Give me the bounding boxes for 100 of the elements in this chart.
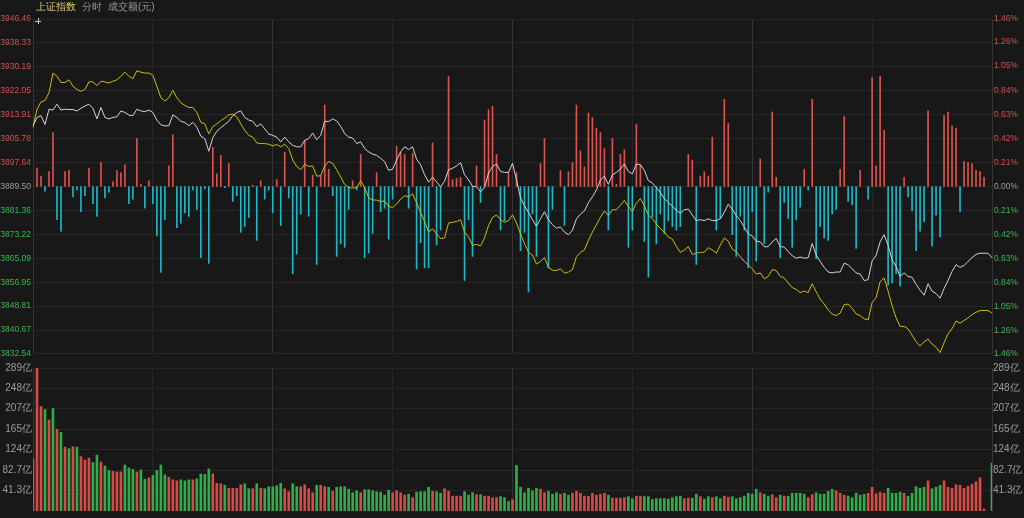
bar — [790, 492, 794, 511]
y2-tick-label: 1.46% — [994, 348, 1019, 359]
bar — [491, 497, 494, 511]
bar — [547, 490, 550, 511]
bar — [671, 497, 674, 511]
bar — [567, 494, 570, 511]
y-tick-label: 3913.91 — [0, 109, 32, 120]
bar — [307, 488, 311, 511]
bar — [255, 483, 259, 511]
bar — [587, 495, 590, 511]
bar — [363, 489, 366, 511]
bar — [227, 487, 231, 511]
bar — [335, 486, 339, 511]
bar — [199, 473, 203, 511]
bar — [443, 488, 446, 511]
bar — [343, 486, 347, 511]
y-tick-label: 289亿 — [5, 361, 32, 373]
y-tick-label: 3930.19 — [0, 61, 32, 72]
y2-tick-label: 0.00% — [994, 180, 1019, 191]
bar — [575, 490, 578, 511]
bar — [826, 490, 830, 511]
bar — [323, 486, 327, 511]
bar — [211, 473, 215, 511]
y-tick-label: 165亿 — [5, 423, 32, 435]
bar — [627, 496, 630, 511]
bar — [439, 492, 442, 511]
y2-tick-label: 0.21% — [994, 156, 1019, 167]
bar — [675, 496, 678, 511]
bar — [591, 492, 594, 511]
bar — [667, 498, 670, 511]
y2-tick-label: 0.84% — [994, 277, 1019, 288]
bar — [690, 497, 694, 511]
bar — [583, 495, 586, 511]
bar — [503, 497, 506, 511]
bar — [287, 491, 291, 511]
bar — [267, 486, 271, 511]
bar — [483, 495, 486, 511]
bar — [423, 491, 426, 511]
y2-tick-label: 0.42% — [994, 132, 1019, 143]
y-tick-label: 82.7亿 — [2, 463, 32, 475]
bar — [499, 496, 502, 511]
y-tick-label: 248亿 — [5, 382, 32, 394]
bar — [726, 496, 730, 511]
bar — [539, 488, 542, 511]
bar — [535, 487, 538, 511]
bar — [239, 484, 243, 511]
y2-tick-label: 1.05% — [994, 60, 1019, 71]
y2-tick-label: 0.63% — [994, 253, 1019, 264]
bar — [694, 493, 698, 511]
y-tick-label: 3946.46 — [0, 13, 32, 24]
bar — [615, 497, 618, 511]
bar — [391, 492, 394, 511]
bar — [475, 494, 478, 511]
bar — [563, 492, 566, 511]
bar — [279, 482, 283, 511]
bar — [603, 492, 606, 511]
text: 成交额(元) — [108, 1, 155, 13]
bar — [599, 493, 602, 511]
bar — [734, 498, 738, 511]
bar — [251, 488, 255, 511]
bar — [810, 494, 814, 511]
bar — [347, 488, 350, 511]
bar — [379, 491, 382, 511]
bar — [431, 490, 434, 511]
bar — [351, 492, 354, 511]
bar — [607, 494, 610, 511]
bar — [730, 496, 734, 511]
bar — [782, 495, 786, 511]
bar — [235, 487, 239, 511]
bar — [655, 498, 658, 511]
y-tick-label: 41.3亿 — [2, 484, 32, 496]
bar — [822, 493, 826, 511]
bar — [479, 494, 482, 511]
chart-subtitle: 分时 — [82, 1, 102, 13]
bar — [679, 495, 682, 511]
bar — [742, 495, 746, 511]
y2-tick-label: 207亿 — [993, 402, 1020, 414]
bar — [195, 478, 199, 511]
bar — [447, 490, 450, 511]
bar — [515, 465, 518, 511]
bar — [383, 494, 386, 511]
y-tick-label: 124亿 — [5, 443, 32, 455]
bar — [543, 492, 546, 511]
bar — [798, 492, 802, 511]
bar — [387, 489, 390, 511]
bar — [651, 499, 654, 511]
bar — [467, 494, 470, 511]
bar — [623, 497, 626, 511]
y2-tick-label: 0.63% — [994, 108, 1019, 119]
bar — [635, 495, 638, 511]
bar — [643, 496, 646, 511]
bar — [427, 486, 430, 511]
bar — [571, 492, 574, 511]
bar — [419, 491, 422, 511]
bar — [395, 490, 398, 511]
y2-tick-label: 1.46% — [994, 13, 1019, 24]
bar — [647, 496, 650, 511]
bar — [487, 495, 490, 511]
bar — [463, 491, 466, 511]
bar — [407, 493, 410, 511]
